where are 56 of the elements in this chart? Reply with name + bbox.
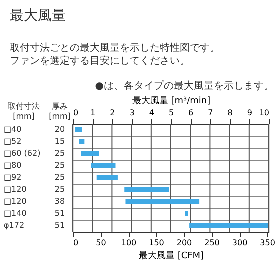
text: 厚み — [52, 102, 68, 111]
y2-tick-label: 15 — [54, 137, 66, 146]
text: ●は、各タイプの最大風量を示します。 — [95, 80, 274, 92]
y2-tick-label: 25 — [54, 149, 66, 158]
y-tick-label: □60 (62) — [4, 149, 41, 158]
x-tick-label: 100 — [121, 238, 137, 248]
x-tick-label: 200 — [176, 238, 192, 248]
y2-tick-label: 38 — [54, 197, 66, 206]
y2-tick-label: 25 — [54, 161, 66, 170]
x-tick-label: 250 — [204, 238, 220, 248]
y2-tick-label: 51 — [54, 209, 66, 218]
bar — [81, 152, 100, 156]
y2-tick-label: 25 — [54, 173, 66, 182]
x2-axis-title: 最大風量 [m³/min] — [132, 96, 211, 106]
text: 取付寸法 — [8, 102, 40, 111]
y-tick-label: □80 — [4, 161, 22, 170]
x-tick-label: 0 — [74, 238, 79, 248]
x2-tick-label: 3 — [130, 108, 135, 118]
x2-tick-label: 2 — [110, 108, 116, 118]
x2-tick-label: 10 — [259, 108, 270, 118]
x2-tick-label: 1 — [90, 108, 96, 118]
bar — [124, 188, 170, 192]
text: ファンを選定する目安にしてください。 — [10, 56, 190, 67]
x-tick-label: 350 — [260, 238, 276, 248]
y-tick-label: □120 — [4, 185, 27, 194]
y-tick-label: □92 — [4, 173, 22, 182]
x2-tick-label: 6 — [188, 108, 194, 118]
x2-tick-label: 7 — [208, 108, 214, 118]
y2-tick-label: 20 — [54, 125, 66, 134]
x2-tick-label: 4 — [149, 108, 154, 118]
bar — [126, 200, 200, 204]
bar — [190, 224, 268, 228]
x-tick-label: 50 — [96, 238, 106, 248]
chart-title: 最大風量 — [10, 8, 66, 24]
y-tick-label: □120 — [4, 197, 27, 206]
x2-tick-label: 5 — [168, 108, 174, 118]
bar — [91, 164, 116, 168]
x2-tick-label: 9 — [247, 108, 252, 118]
y2-tick-label: 25 — [54, 185, 66, 194]
x-tick-label: 150 — [149, 238, 164, 248]
y-tick-label: □140 — [4, 209, 27, 218]
y2-tick-label: 51 — [54, 221, 66, 230]
x-axis-title: 最大風量 [CFM] — [138, 250, 204, 262]
bar — [75, 128, 82, 132]
x2-tick-label: 8 — [228, 108, 233, 118]
bar — [185, 212, 188, 216]
y-tick-label: □52 — [4, 137, 22, 146]
bar — [96, 176, 118, 180]
y-tick-label: □40 — [4, 125, 22, 134]
text: 取付寸法ごとの最大風量を示した特性図です。 — [10, 43, 220, 54]
y-tick-label: φ172 — [4, 221, 25, 230]
x2-tick-label: 0 — [74, 108, 79, 118]
x-tick-label: 300 — [232, 238, 248, 248]
bar — [79, 140, 85, 144]
text: [mm] — [13, 112, 35, 121]
text: [mm] — [49, 112, 71, 121]
